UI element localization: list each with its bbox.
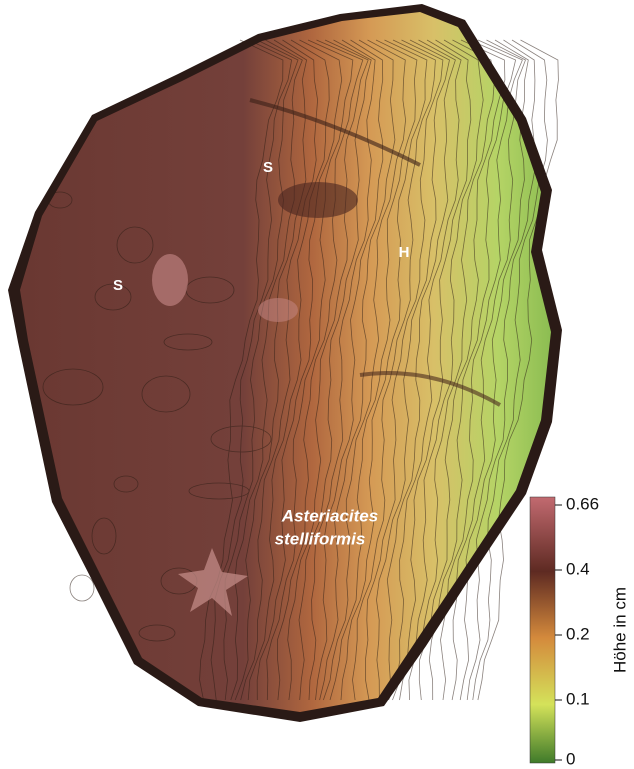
annotation: H <box>399 244 410 261</box>
annotation: S <box>263 159 273 176</box>
colorbar-tick-label: 0.66 <box>566 494 599 513</box>
height-map: S S H Asteriacites stelliformis Höhe in … <box>0 0 634 769</box>
species-genus: Asteriacites <box>281 506 378 525</box>
colorbar-tick-label: 0.2 <box>566 624 590 643</box>
ridge <box>258 298 298 322</box>
figure: S S H Asteriacites stelliformis Höhe in … <box>0 0 634 769</box>
contour <box>70 575 94 601</box>
colorbar-tick-label: 0.1 <box>566 689 590 708</box>
colorbar-tick-label: 0.4 <box>566 559 590 578</box>
colorbar-label: Höhe in cm <box>610 587 629 673</box>
annotation: S <box>113 277 123 294</box>
species-epithet: stelliformis <box>275 529 366 548</box>
hollow <box>278 182 358 218</box>
ridge <box>152 254 188 306</box>
colorbar <box>530 497 555 763</box>
colorbar-tick-label: 0 <box>566 749 575 768</box>
